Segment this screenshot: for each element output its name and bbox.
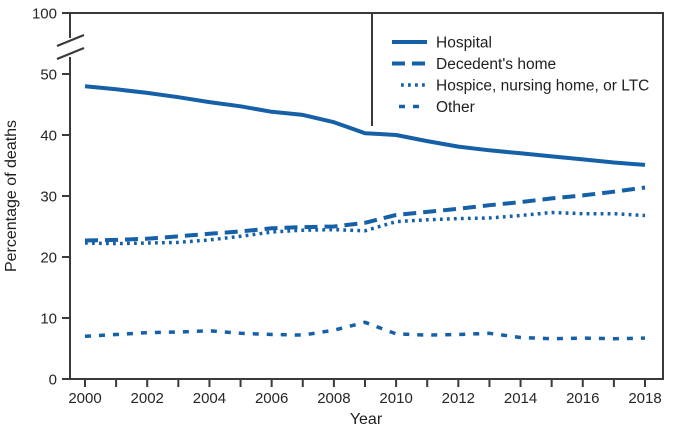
- x-tick-label: 2008: [317, 390, 350, 407]
- x-axis-title: Year: [350, 411, 383, 428]
- y-axis-break-slash: [56, 33, 85, 48]
- y-tick-label: 50: [40, 67, 57, 84]
- series-line-hospital: [84, 84, 646, 167]
- x-tick-label: 2016: [566, 390, 599, 407]
- legend-label: Hospice, nursing home, or LTC: [436, 78, 649, 95]
- y-tick-label: 30: [40, 189, 57, 206]
- legend-layer: Hospital Decedent's home Hospice, nursing …: [371, 14, 649, 126]
- x-tick-label: 2006: [255, 390, 288, 407]
- y-axis-break-slash: [56, 46, 85, 61]
- legend-label: Decedent's home: [436, 56, 556, 73]
- legend-item-decedent-s-home: Decedent's home: [392, 56, 556, 73]
- y-tick-label: 0: [49, 372, 57, 389]
- series-line-decedent-s-home: [84, 185, 646, 243]
- x-tick-label: 2012: [442, 390, 475, 407]
- series-layer: [84, 84, 646, 341]
- legend-item-hospital: Hospital: [392, 35, 492, 52]
- legend-item-hospice-nursing-home-or-ltc: Hospice, nursing home, or LTC: [401, 78, 649, 95]
- axis-layer: 0 10 20 30 40 50 100 2000 2002 2004 2006 2008 2010 20…: [32, 6, 664, 407]
- x-tick-label: 2018: [628, 390, 661, 407]
- legend-label: Other: [436, 99, 475, 116]
- x-tick-label: 2004: [193, 390, 226, 407]
- series-line-hospice-nursing-home-or-ltc: [84, 210, 646, 246]
- x-tick-label: 2010: [379, 390, 412, 407]
- y-tick-label: 40: [40, 128, 57, 145]
- x-tick-label: 2014: [504, 390, 537, 407]
- x-tick-label: 2002: [131, 390, 164, 407]
- y-tick-label: 20: [40, 250, 57, 267]
- y-axis-break-gap: [67, 38, 73, 57]
- y-tick-label: 10: [40, 311, 57, 328]
- y-tick-label: 100: [32, 6, 57, 23]
- legend-label: Hospital: [436, 35, 492, 52]
- x-tick-label: 2000: [68, 390, 101, 407]
- series-line-other: [84, 320, 646, 341]
- y-axis-title: Percentage of deaths: [3, 120, 20, 272]
- legend-item-other: Other: [399, 99, 475, 116]
